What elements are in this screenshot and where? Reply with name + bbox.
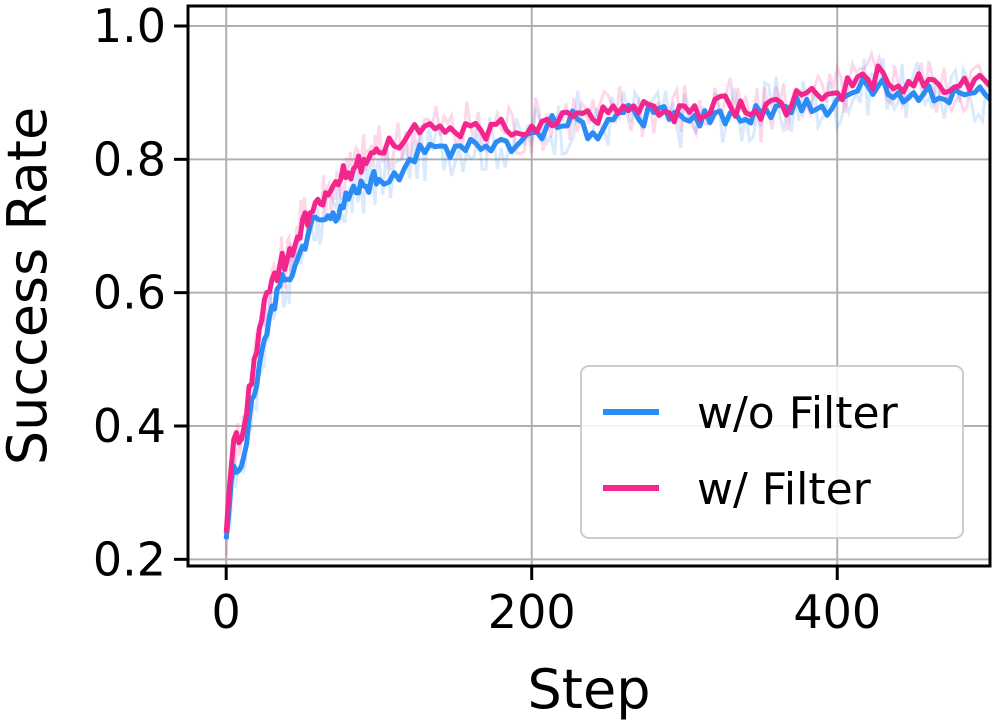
axis-ticks: 0 200 400 0.2 0.4 0.6 0.8 1.0 — [93, 0, 881, 639]
y-tick-label: 0.8 — [93, 132, 166, 186]
x-tick-label: 200 — [488, 585, 576, 639]
y-tick-label: 0.2 — [93, 532, 166, 586]
y-tick-label: 0.4 — [93, 399, 166, 453]
legend-label: w/o Filter — [697, 388, 899, 439]
plot-frame — [186, 4, 992, 568]
y-tick-label: 1.0 — [93, 0, 166, 53]
legend-box — [580, 365, 964, 539]
series-line — [223, 63, 992, 533]
y-axis-label: Success Rate — [0, 107, 59, 465]
legend-label: w/ Filter — [697, 464, 872, 515]
x-tick-label: 400 — [793, 585, 881, 639]
raw-line — [224, 49, 988, 556]
x-tick-label: 0 — [212, 585, 241, 639]
series-lines — [223, 63, 992, 540]
legend: w/o Filter w/ Filter — [580, 365, 964, 539]
x-axis-label: Step — [528, 658, 651, 721]
series-line — [223, 76, 992, 540]
y-tick-label: 0.6 — [93, 266, 166, 320]
